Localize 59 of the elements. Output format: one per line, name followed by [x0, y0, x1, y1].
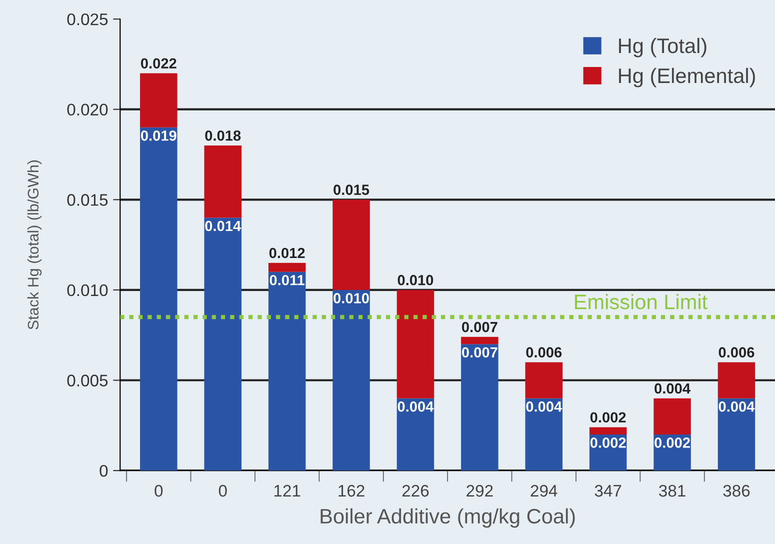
bar — [396, 290, 434, 398]
data-label: 0.014 — [205, 220, 242, 232]
bar — [589, 427, 627, 434]
total-label: 0.018 — [205, 130, 241, 141]
x-tick-label: 381 — [659, 484, 686, 497]
x-tick-label: 292 — [466, 484, 493, 497]
total-label: 0.015 — [334, 184, 370, 195]
total-label: 0.002 — [590, 412, 626, 423]
bar — [204, 218, 242, 471]
y-tick-label: 0.025 — [67, 13, 108, 26]
total-label: 0.012 — [269, 248, 305, 258]
bar — [268, 262, 306, 272]
y-tick-label: 0.015 — [67, 194, 108, 206]
data-label: 0.019 — [140, 130, 176, 141]
x-tick-label: 0 — [218, 484, 227, 497]
data-label: 0.007 — [462, 347, 498, 358]
x-tick-label: 0 — [154, 484, 163, 497]
total-label: 0.022 — [140, 58, 176, 69]
x-tick-label: 226 — [402, 484, 429, 497]
ref-line-label: Emission Limit — [575, 294, 708, 310]
total-label: 0.007 — [462, 322, 498, 332]
bar — [525, 398, 562, 471]
total-label: 0.006 — [718, 347, 754, 358]
bar — [140, 73, 178, 128]
bar — [332, 290, 370, 471]
y-tick-label: 0 — [100, 464, 108, 477]
x-tick-label: 347 — [594, 484, 622, 497]
x-tick-label: 162 — [338, 484, 364, 497]
bar — [461, 344, 498, 471]
bar — [332, 200, 370, 290]
y-axis-title: Stack Hg (total) (lb/GWh) — [27, 160, 42, 330]
bar — [718, 362, 756, 398]
data-label: 0.010 — [334, 293, 369, 304]
data-label: 0.002 — [590, 438, 626, 448]
y-tick-label: 0.005 — [67, 374, 108, 386]
bar — [654, 398, 691, 434]
data-label: 0.002 — [654, 438, 690, 448]
total-label: 0.004 — [654, 383, 690, 394]
data-label: 0.004 — [526, 401, 562, 412]
bar — [204, 145, 242, 218]
bar — [268, 272, 306, 471]
y-tick-label: 0.010 — [67, 284, 108, 296]
bar — [525, 362, 562, 398]
data-label: 0.004 — [718, 401, 755, 412]
x-axis-title: Boiler Additive (mg/kg Coal) — [320, 508, 575, 528]
bar — [718, 398, 756, 471]
x-tick-label: 386 — [723, 484, 750, 497]
bar — [140, 127, 178, 471]
y-tick-label: 0.020 — [67, 104, 108, 116]
x-tick-label: 121 — [274, 484, 300, 497]
total-label: 0.006 — [526, 347, 562, 358]
bar — [461, 336, 498, 344]
legend-label: Hg (Total) — [619, 38, 706, 58]
bar — [396, 398, 434, 471]
x-tick-label: 294 — [530, 484, 558, 497]
data-label: 0.011 — [270, 274, 304, 286]
legend-label: Hg (Elemental) — [619, 68, 755, 88]
data-label: 0.004 — [398, 401, 434, 412]
total-label: 0.010 — [398, 274, 434, 286]
